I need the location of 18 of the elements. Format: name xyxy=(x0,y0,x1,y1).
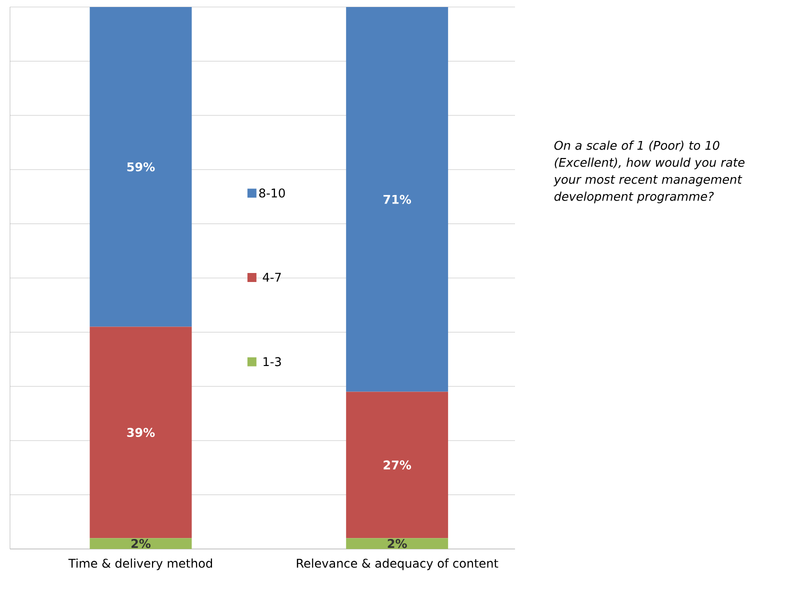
x-tick-label: Time & delivery method xyxy=(68,558,212,570)
x-tick-label: Relevance & adequacy of content xyxy=(296,558,498,570)
bar xyxy=(346,392,448,538)
legend-label: 1-3 xyxy=(264,357,281,366)
data-label: 59% xyxy=(127,162,155,172)
text: On a scale of 1 (Poor) to 10 (Excellent), how would you rate your most recent management development programme? xyxy=(554,140,744,204)
bar xyxy=(90,6,192,327)
data-label: 39% xyxy=(127,428,155,437)
bar xyxy=(346,538,448,549)
legend-label: 8-10 xyxy=(259,188,285,198)
data-label: 27% xyxy=(384,460,412,470)
bar xyxy=(90,326,192,538)
data-label: 2% xyxy=(132,539,151,548)
bar xyxy=(346,6,448,392)
data-label: 71% xyxy=(384,194,412,204)
bar xyxy=(90,538,192,549)
legend-label: 4-7 xyxy=(262,272,281,282)
data-label: 2% xyxy=(388,539,407,548)
